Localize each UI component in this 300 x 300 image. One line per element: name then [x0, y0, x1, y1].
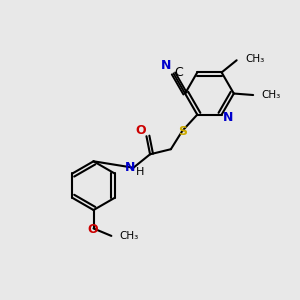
Text: N: N	[223, 110, 233, 124]
Text: S: S	[178, 124, 187, 138]
Text: O: O	[88, 223, 98, 236]
Text: CH₃: CH₃	[245, 54, 264, 64]
Text: C: C	[175, 66, 183, 79]
Text: N: N	[124, 160, 135, 174]
Text: CH₃: CH₃	[262, 90, 281, 100]
Text: CH₃: CH₃	[120, 231, 139, 241]
Text: N: N	[161, 58, 171, 72]
Text: H: H	[136, 167, 144, 177]
Text: O: O	[136, 124, 146, 137]
